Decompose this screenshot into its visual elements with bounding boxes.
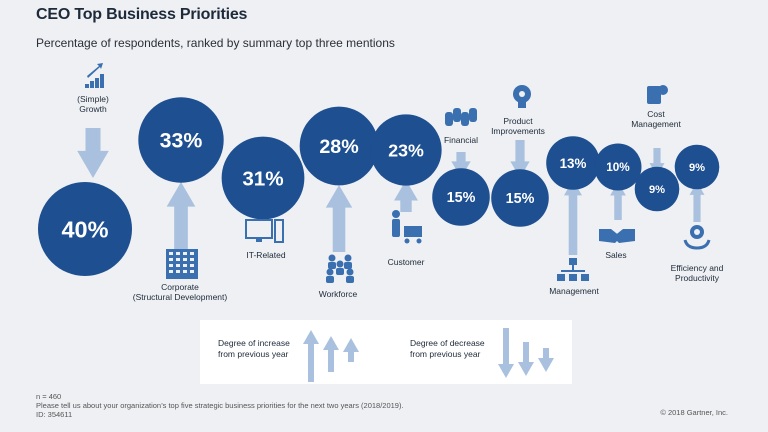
value-label: 9%: [689, 162, 705, 174]
value-label: 13%: [560, 156, 587, 171]
value-circle: [38, 182, 132, 276]
category-label: Management: [549, 286, 599, 296]
category-label: Management: [631, 119, 681, 129]
category-label: Efficiency and: [671, 263, 724, 273]
priority-1: 40% (Simple)Growth: [38, 63, 132, 276]
legend-up-arrow-medium: [323, 336, 339, 372]
arrow-up: [394, 180, 418, 212]
category-label: (Simple): [77, 94, 109, 104]
footer-question: Please tell us about your organization’s…: [36, 401, 404, 410]
value-circle: [432, 168, 490, 226]
category-label: Cost: [647, 109, 665, 119]
category-label: Workforce: [319, 289, 358, 299]
value-label: 31%: [242, 167, 283, 190]
legend-up-arrow-small: [343, 338, 359, 362]
value-circle: [546, 136, 600, 190]
value-circle: [594, 143, 642, 191]
legend-down-arrow-medium: [518, 342, 534, 376]
legend-decrease-text: Degree of decrease from previous year: [410, 338, 485, 360]
category-label: Productivity: [675, 273, 720, 283]
priority-2: 33% Corporate(Structural Development): [133, 97, 228, 302]
value-circle: [634, 166, 680, 212]
chart-subtitle: Percentage of respondents, ranked by sum…: [36, 36, 395, 50]
legend-down-arrow-small: [538, 348, 554, 372]
legend-box: Degree of increase from previous year De…: [200, 320, 572, 384]
value-circle: [221, 136, 305, 220]
computer-icon: [245, 219, 284, 243]
legend-increase-text: Degree of increase from previous year: [218, 338, 290, 360]
category-label: Growth: [79, 104, 107, 114]
legend-down-arrow-large: [498, 328, 514, 378]
org-chart-icon: [557, 258, 589, 281]
value-circle: [674, 144, 720, 190]
bar-growth-icon: [85, 63, 104, 88]
legend-decrease-line1: Degree of decrease: [410, 338, 485, 348]
arrow-down: [77, 128, 109, 178]
category-label: IT-Related: [246, 250, 285, 260]
legend-up-arrow-large: [303, 330, 319, 382]
priority-6: 15% Financial: [432, 108, 490, 226]
category-label: Improvements: [491, 126, 545, 136]
value-label: 15%: [506, 191, 535, 207]
coins-icon: [445, 108, 477, 126]
legend-arrows: [303, 328, 554, 382]
value-label: 33%: [160, 129, 203, 153]
arrow-up: [325, 185, 353, 252]
priority-9: 10% Sales: [594, 143, 642, 260]
value-label: 28%: [319, 136, 358, 158]
category-label: Financial: [444, 135, 478, 145]
lightbulb-head-icon: [513, 85, 531, 108]
money-list-icon: [647, 85, 668, 104]
category-label: (Structural Development): [133, 292, 228, 302]
category-label: Product: [503, 116, 533, 126]
value-label: 10%: [606, 161, 630, 174]
value-circle: [299, 106, 379, 186]
category-label: Customer: [388, 257, 425, 267]
value-label: 9%: [649, 184, 665, 196]
priority-3: 31% IT-Related: [221, 136, 305, 260]
handshake-icon: [599, 229, 635, 243]
arrow-up: [166, 182, 196, 250]
legend-increase-line2: from previous year: [218, 349, 289, 359]
legend-decrease-line2: from previous year: [410, 349, 481, 359]
priority-4: 28% Workforce: [299, 106, 379, 299]
priority-8: 13% Management: [546, 136, 600, 296]
people-group-icon: [326, 254, 354, 283]
value-label: 23%: [388, 140, 424, 160]
footer-n: n = 460: [36, 392, 62, 401]
chart-title: CEO Top Business Priorities: [36, 6, 248, 23]
shopping-cart-icon: [392, 210, 422, 244]
footer-id: ID: 354611: [36, 410, 73, 419]
value-circle: [138, 97, 224, 183]
value-label: 40%: [61, 216, 108, 242]
value-label: 15%: [447, 190, 476, 206]
priority-5: 23% Customer: [370, 114, 442, 267]
category-label: Sales: [605, 250, 626, 260]
category-label: Corporate: [161, 282, 199, 292]
value-circle: [370, 114, 442, 186]
legend-increase-line1: Degree of increase: [218, 338, 290, 348]
gear-hands-icon: [683, 225, 711, 250]
building-icon: [166, 249, 198, 279]
arrow-up: [563, 180, 583, 255]
footer-copyright: © 2018 Gartner, Inc.: [660, 408, 728, 417]
value-circle: [491, 169, 549, 227]
